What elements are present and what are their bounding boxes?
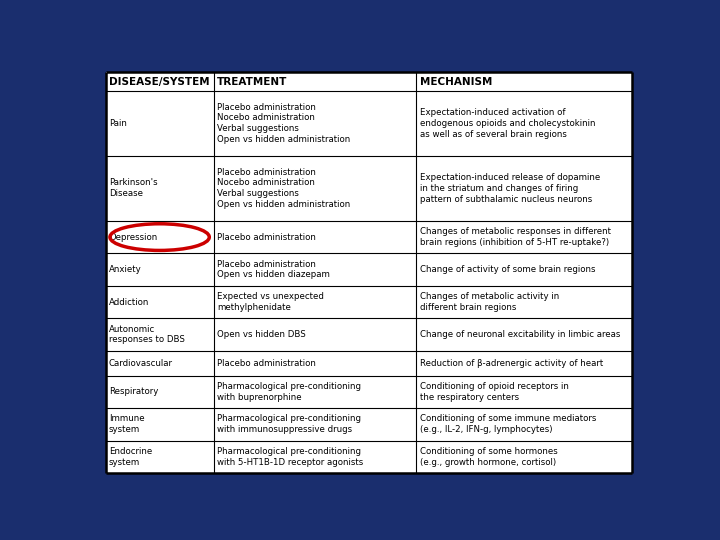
Text: Placebo administration
Open vs hidden diazepam: Placebo administration Open vs hidden di… <box>217 260 330 280</box>
Text: DISEASE/SYSTEM: DISEASE/SYSTEM <box>109 77 210 86</box>
Text: Pharmacological pre-conditioning
with immunosuppressive drugs: Pharmacological pre-conditioning with im… <box>217 415 361 434</box>
Text: Placebo administration
Nocebo administration
Verbal suggestions
Open vs hidden a: Placebo administration Nocebo administra… <box>217 103 350 144</box>
Text: Immune
system: Immune system <box>109 415 145 434</box>
Text: Conditioning of some immune mediators
(e.g., IL-2, IFN-g, lymphocytes): Conditioning of some immune mediators (e… <box>420 415 596 434</box>
Text: Conditioning of opioid receptors in
the respiratory centers: Conditioning of opioid receptors in the … <box>420 382 569 402</box>
Text: Cardiovascular: Cardiovascular <box>109 359 173 368</box>
Text: Placebo administration
Nocebo administration
Verbal suggestions
Open vs hidden a: Placebo administration Nocebo administra… <box>217 168 350 209</box>
Text: Changes of metabolic responses in different
brain regions (inhibition of 5-HT re: Changes of metabolic responses in differ… <box>420 227 611 247</box>
Text: Reduction of β-adrenergic activity of heart: Reduction of β-adrenergic activity of he… <box>420 359 603 368</box>
Text: Endocrine
system: Endocrine system <box>109 447 152 467</box>
Text: TREATMENT: TREATMENT <box>217 77 287 86</box>
Text: Expectation-induced release of dopamine
in the striatum and changes of firing
pa: Expectation-induced release of dopamine … <box>420 173 600 204</box>
Text: Addiction: Addiction <box>109 298 149 307</box>
Text: Depression: Depression <box>109 233 157 241</box>
Text: Change of activity of some brain regions: Change of activity of some brain regions <box>420 265 595 274</box>
FancyBboxPatch shape <box>106 72 632 473</box>
Text: Autonomic
responses to DBS: Autonomic responses to DBS <box>109 325 185 345</box>
Text: Change of neuronal excitability in limbic areas: Change of neuronal excitability in limbi… <box>420 330 620 339</box>
Text: Placebo administration: Placebo administration <box>217 359 316 368</box>
Text: Expected vs unexpected
methylphenidate: Expected vs unexpected methylphenidate <box>217 292 324 312</box>
Text: Pharmacological pre-conditioning
with buprenorphine: Pharmacological pre-conditioning with bu… <box>217 382 361 402</box>
Text: MECHANISM: MECHANISM <box>420 77 492 86</box>
Text: Pain: Pain <box>109 119 127 128</box>
Text: Open vs hidden DBS: Open vs hidden DBS <box>217 330 306 339</box>
Text: Conditioning of some hormones
(e.g., growth hormone, cortisol): Conditioning of some hormones (e.g., gro… <box>420 447 557 467</box>
Text: Placebo administration: Placebo administration <box>217 233 316 241</box>
Text: Pharmacological pre-conditioning
with 5-HT1B-1D receptor agonists: Pharmacological pre-conditioning with 5-… <box>217 447 363 467</box>
Text: Respiratory: Respiratory <box>109 387 158 396</box>
Text: Changes of metabolic activity in
different brain regions: Changes of metabolic activity in differe… <box>420 292 559 312</box>
Text: Parkinson's
Disease: Parkinson's Disease <box>109 179 158 198</box>
Text: Expectation-induced activation of
endogenous opioids and cholecystokinin
as well: Expectation-induced activation of endoge… <box>420 108 595 139</box>
Text: Anxiety: Anxiety <box>109 265 142 274</box>
